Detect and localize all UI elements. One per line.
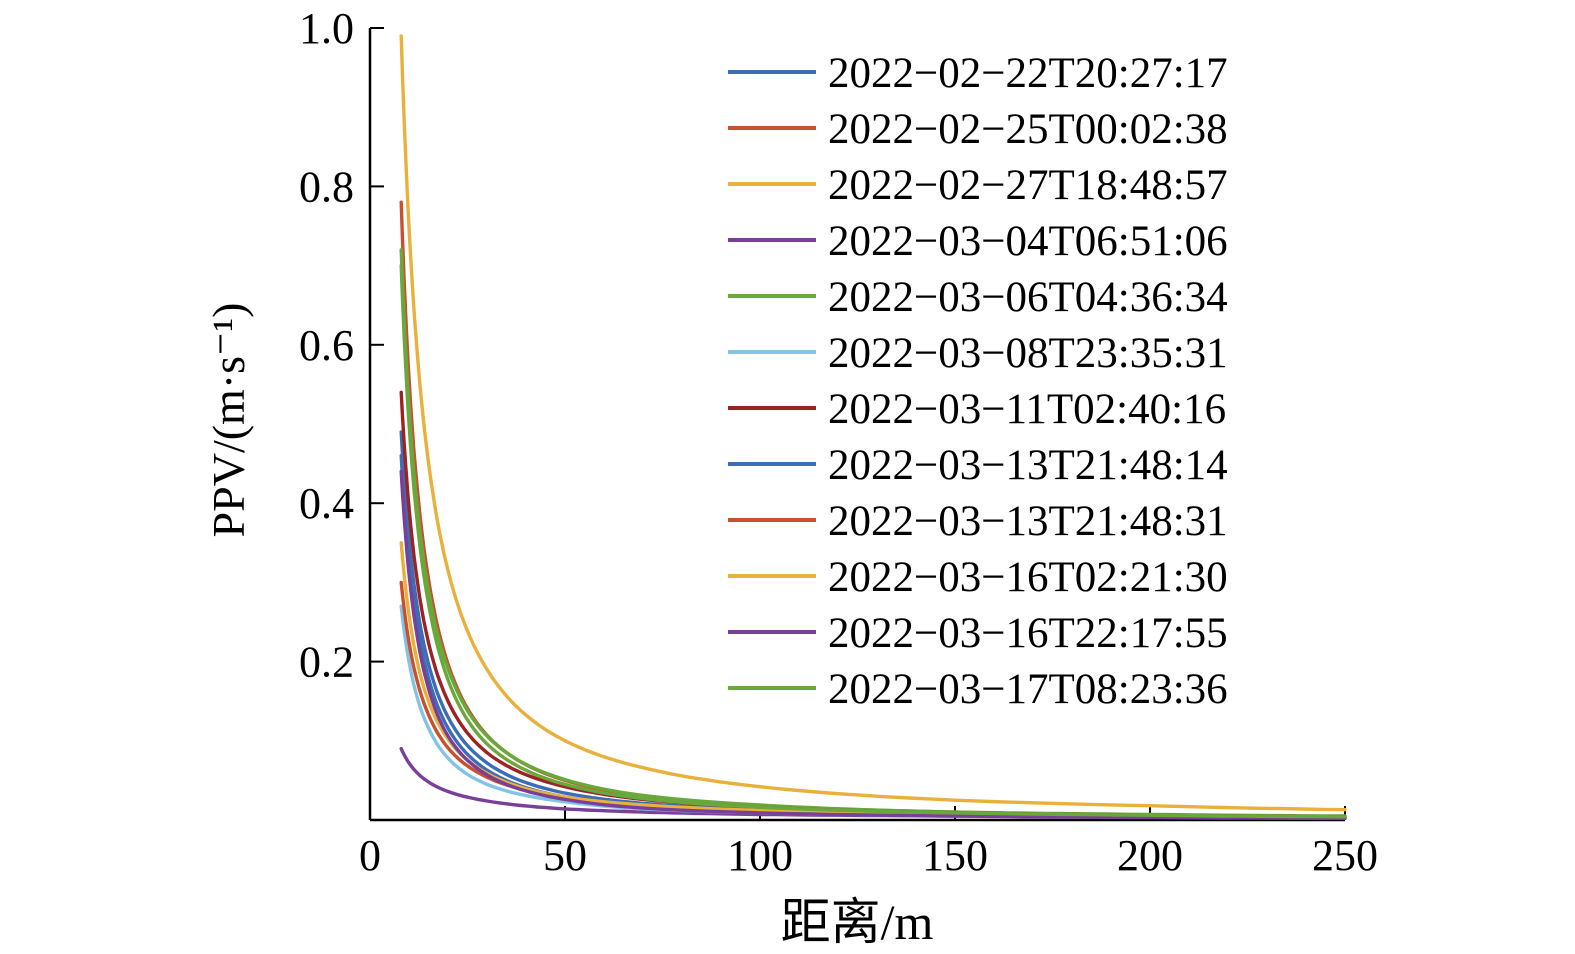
y-tick-label: 0.2 xyxy=(299,638,354,687)
legend-item: 2022−02−25T00:02:38 xyxy=(728,106,1228,153)
x-tick-label: 100 xyxy=(727,831,793,880)
legend-item: 2022−03−08T23:35:31 xyxy=(728,330,1228,377)
x-tick-label: 200 xyxy=(1117,831,1183,880)
y-tick-label: 0.6 xyxy=(299,321,354,370)
legend-label: 2022−03−06T04:36:34 xyxy=(828,274,1228,321)
legend-label: 2022−03−16T22:17:55 xyxy=(828,610,1228,657)
y-tick-label: 1.0 xyxy=(299,4,354,53)
legend-label: 2022−03−04T06:51:06 xyxy=(828,218,1228,265)
legend-label: 2022−02−25T00:02:38 xyxy=(828,106,1228,153)
legend-item: 2022−02−22T20:27:17 xyxy=(728,50,1228,97)
legend-item: 2022−03−16T22:17:55 xyxy=(728,610,1228,657)
legend-item: 2022−03−06T04:36:34 xyxy=(728,274,1228,321)
legend-label: 2022−03−08T23:35:31 xyxy=(828,330,1228,377)
x-axis-label: 距离/m xyxy=(780,894,934,950)
legend-item: 2022−03−11T02:40:16 xyxy=(728,386,1226,433)
y-tick-label: 0.4 xyxy=(299,479,354,528)
legend-label: 2022−03−11T02:40:16 xyxy=(828,386,1226,433)
legend-item: 2022−03−13T21:48:14 xyxy=(728,442,1228,489)
x-tick-label: 150 xyxy=(922,831,988,880)
x-tick-label: 50 xyxy=(543,831,587,880)
x-tick-label: 0 xyxy=(359,831,381,880)
x-tick-label: 250 xyxy=(1312,831,1378,880)
legend-item: 2022−03−17T08:23:36 xyxy=(728,666,1228,713)
legend-label: 2022−02−27T18:48:57 xyxy=(828,162,1228,209)
legend-item: 2022−03−16T02:21:30 xyxy=(728,554,1228,601)
legend-item: 2022−02−27T18:48:57 xyxy=(728,162,1228,209)
series-line xyxy=(399,469,1347,821)
legend-item: 2022−03−04T06:51:06 xyxy=(728,218,1228,265)
y-axis-label: PPV/(m·s⁻¹) xyxy=(203,302,254,538)
legend-label: 2022−03−16T02:21:30 xyxy=(828,554,1228,601)
series-line xyxy=(399,34,1347,812)
legend-item: 2022−03−13T21:48:31 xyxy=(728,498,1228,545)
legend-label: 2022−03−13T21:48:14 xyxy=(828,442,1228,489)
series-line xyxy=(399,263,1347,819)
y-tick-label: 0.8 xyxy=(299,162,354,211)
legend-label: 2022−03−13T21:48:31 xyxy=(828,498,1228,545)
legend-label: 2022−03−17T08:23:36 xyxy=(828,666,1228,713)
legend-label: 2022−02−22T20:27:17 xyxy=(828,50,1228,97)
